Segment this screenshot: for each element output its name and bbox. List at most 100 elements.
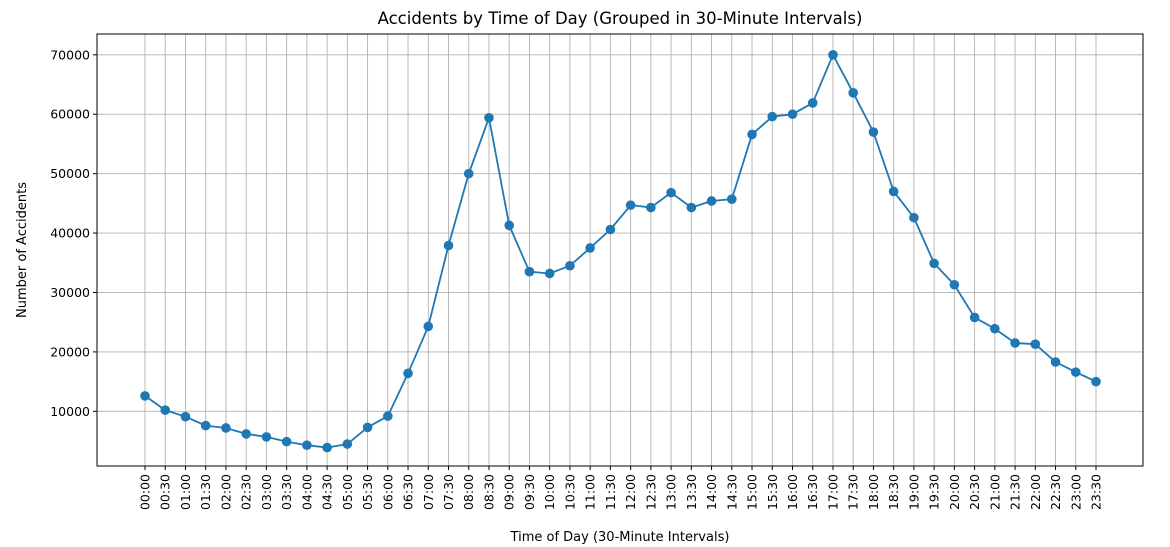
- data-point: [807, 98, 818, 108]
- x-tick-label: 14:00: [704, 474, 719, 510]
- x-tick-label: 10:00: [542, 474, 557, 510]
- x-tick-label: 16:30: [805, 474, 820, 510]
- x-tick-label: 21:30: [1008, 474, 1023, 510]
- x-tick-label: 13:00: [664, 474, 679, 510]
- x-tick-label: 15:00: [745, 474, 760, 510]
- data-point: [646, 202, 656, 213]
- data-point: [302, 440, 312, 451]
- data-point: [605, 224, 616, 235]
- data-point: [484, 112, 494, 123]
- x-tick-label: 01:00: [178, 474, 193, 510]
- data-point: [241, 429, 251, 439]
- data-point: [1010, 338, 1020, 348]
- data-point: [686, 202, 697, 213]
- data-point: [767, 111, 778, 122]
- data-point: [929, 258, 939, 269]
- y-tick-label: 60000: [50, 107, 90, 122]
- data-point: [261, 432, 272, 442]
- data-point: [524, 266, 535, 277]
- x-tick-label: 09:30: [522, 474, 537, 510]
- x-tick-label: 00:30: [158, 474, 173, 510]
- data-point: [140, 391, 150, 401]
- x-tick-label: 03:00: [259, 474, 274, 510]
- data-point: [990, 323, 1000, 334]
- x-tick-label: 16:00: [785, 474, 800, 510]
- y-tick-label: 70000: [50, 47, 90, 62]
- x-tick-label: 18:00: [866, 474, 881, 510]
- x-tick-label: 11:30: [603, 474, 618, 510]
- x-tick-label: 17:00: [825, 474, 840, 510]
- data-point: [1050, 357, 1061, 367]
- data-point: [666, 187, 676, 198]
- x-tick-label: 04:00: [299, 474, 314, 510]
- data-point: [828, 49, 838, 60]
- data-point: [949, 279, 960, 290]
- x-tick-label: 13:30: [684, 474, 699, 510]
- data-point: [423, 321, 434, 332]
- x-tick-label: 22:00: [1028, 474, 1043, 510]
- x-tick-label: 03:30: [279, 474, 294, 510]
- x-tick-label: 19:30: [927, 474, 942, 510]
- data-point: [969, 312, 980, 323]
- data-point: [383, 411, 393, 421]
- data-point: [504, 220, 515, 231]
- x-tick-label: 10:30: [562, 474, 577, 510]
- x-tick-label: 20:00: [947, 474, 962, 510]
- x-tick-label: 23:00: [1068, 474, 1083, 510]
- data-point: [888, 186, 899, 197]
- x-tick-label: 19:00: [906, 474, 921, 510]
- data-point: [1070, 367, 1081, 377]
- y-axis: 10000 20000 30000 40000 50000 60000 70000: [50, 47, 97, 419]
- data-point: [180, 411, 191, 422]
- y-axis-label: Number of Accidents: [15, 182, 30, 318]
- data-point: [221, 423, 231, 433]
- x-tick-label: 11:00: [583, 474, 598, 510]
- y-tick-label: 20000: [50, 344, 90, 359]
- x-axis-label: Time of Day (30-Minute Intervals): [510, 530, 730, 545]
- data-point: [403, 368, 413, 379]
- data-point: [585, 243, 595, 253]
- grid: [97, 34, 1143, 466]
- x-tick-label: 18:30: [886, 474, 901, 510]
- data-point: [362, 422, 373, 433]
- x-axis: 00:00 00:30 01:00 01:30 02:00 02:30 03:00 03:30…: [138, 466, 1104, 510]
- x-tick-label: 23:30: [1089, 474, 1104, 510]
- x-tick-label: 07:30: [441, 474, 456, 510]
- data-point: [848, 88, 858, 98]
- chart-title: Accidents by Time of Day (Grouped in 30-…: [378, 9, 863, 28]
- x-tick-label: 20:30: [967, 474, 982, 510]
- data-point: [443, 240, 454, 251]
- x-tick-label: 06:00: [380, 474, 395, 510]
- x-tick-label: 14:30: [724, 474, 739, 510]
- y-tick-label: 10000: [50, 404, 90, 419]
- x-tick-label: 01:30: [198, 474, 213, 510]
- series-layer: [140, 49, 1101, 453]
- x-tick-label: 07:00: [421, 474, 436, 510]
- x-tick-label: 21:00: [987, 474, 1002, 510]
- data-point: [322, 442, 332, 453]
- data-point: [909, 212, 919, 223]
- x-tick-label: 08:30: [481, 474, 496, 510]
- x-tick-label: 09:00: [502, 474, 517, 510]
- data-point: [463, 168, 474, 179]
- x-tick-label: 02:00: [218, 474, 233, 510]
- x-tick-label: 17:30: [846, 474, 861, 510]
- data-point: [281, 436, 292, 447]
- data-point: [1091, 376, 1101, 387]
- x-tick-label: 04:30: [320, 474, 335, 510]
- x-tick-label: 22:30: [1048, 474, 1063, 510]
- data-point: [787, 109, 798, 120]
- x-tick-label: 15:30: [765, 474, 780, 510]
- data-point: [868, 127, 879, 137]
- data-point: [747, 129, 757, 140]
- data-point: [726, 194, 737, 204]
- data-point: [706, 196, 717, 206]
- data-point: [160, 405, 171, 415]
- data-point: [342, 439, 353, 449]
- x-tick-label: 12:00: [623, 474, 638, 510]
- x-tick-label: 12:30: [643, 474, 658, 510]
- series-line: [144, 52, 1097, 449]
- y-tick-label: 40000: [50, 226, 90, 241]
